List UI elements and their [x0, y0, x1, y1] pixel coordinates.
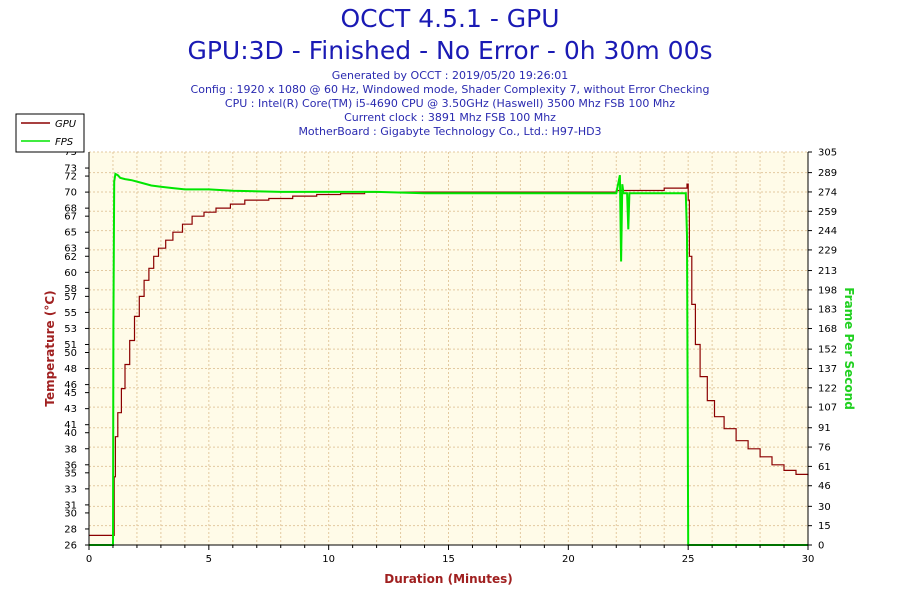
y-tick-label: 45: [64, 388, 77, 399]
y-tick-label: 41: [64, 420, 77, 431]
x-tick-label: 30: [802, 554, 815, 565]
y2-tick-label: 213: [818, 266, 837, 277]
y-axis-title: Temperature (°C): [43, 290, 57, 406]
info-cpu: CPU : Intel(R) Core(TM) i5-4690 CPU @ 3.…: [224, 97, 676, 110]
y-tick-label: 70: [64, 188, 77, 199]
y-tick-label: 40: [64, 428, 77, 439]
y-tick-label: 53: [64, 324, 77, 335]
y2-tick-label: 15: [818, 521, 831, 532]
y2-tick-label: 76: [818, 443, 831, 454]
y-tick-label: 73: [64, 164, 77, 175]
y-tick-label: 35: [64, 468, 77, 479]
y-tick-label: 48: [64, 364, 77, 375]
y-tick-label: 28: [64, 524, 77, 535]
chart-subtitle: GPU:3D - Finished - No Error - 0h 30m 00…: [187, 36, 713, 65]
series-line-gpu: [89, 183, 809, 536]
y2-tick-label: 168: [818, 324, 837, 335]
y2-tick-label: 198: [818, 285, 837, 296]
info-clock: Current clock : 3891 Mhz FSB 100 Mhz: [344, 111, 556, 124]
y-tick-label: 30: [64, 508, 77, 519]
x-tick-label: 5: [206, 554, 212, 565]
legend-box: [15, 113, 85, 153]
y2-tick-label: 229: [818, 245, 837, 256]
x-tick-label: 10: [322, 554, 335, 565]
y-tick-label: 68: [64, 204, 77, 215]
y2-tick-label: 91: [818, 423, 831, 434]
y2-tick-label: 183: [818, 305, 837, 316]
y2-tick-label: 46: [818, 481, 831, 492]
legend-label-fps: FPS: [55, 137, 74, 148]
y2-tick-label: 122: [818, 383, 837, 394]
y2-tick-label: 152: [818, 345, 837, 356]
y-tick-label: 58: [64, 284, 77, 295]
y-tick-label: 50: [64, 348, 77, 359]
info-config: Config : 1920 x 1080 @ 60 Hz, Windowed m…: [190, 83, 710, 96]
y2-tick-label: 244: [818, 226, 837, 237]
y2-axis-title: Frame Per Second: [842, 287, 856, 410]
y-tick-label: 26: [64, 541, 77, 552]
y-tick-label: 72: [64, 172, 77, 183]
legend-label-gpu: GPU: [55, 119, 77, 130]
info-motherboard: MotherBoard : Gigabyte Technology Co., L…: [298, 125, 602, 138]
y2-tick-label: 289: [818, 168, 837, 179]
y-tick-label: 43: [64, 404, 77, 415]
y2-tick-label: 107: [818, 403, 837, 414]
y-tick-label: 33: [64, 484, 77, 495]
y-tick-label: 31: [64, 500, 77, 511]
y-tick-label: 62: [64, 252, 77, 263]
y-tick-label: 38: [64, 444, 77, 455]
series-line-fps: [89, 172, 808, 546]
y-tick-label: 57: [64, 292, 77, 303]
info-generated: Generated by OCCT : 2019/05/20 19:26:01: [331, 69, 569, 82]
x-tick-label: 25: [682, 554, 695, 565]
y2-tick-label: 259: [818, 207, 837, 218]
y2-tick-label: 30: [818, 502, 831, 513]
y2-tick-label: 61: [818, 462, 831, 473]
y2-tick-label: 137: [818, 364, 837, 375]
x-tick-label: 0: [86, 554, 92, 565]
y-tick-label: 60: [64, 268, 77, 279]
y-tick-label: 55: [64, 308, 77, 319]
y2-tick-label: 305: [818, 148, 837, 159]
y-tick-label: 65: [64, 228, 77, 239]
y-tick-label: 51: [64, 340, 77, 351]
y2-tick-label: 274: [818, 187, 837, 198]
y2-tick-label: 0: [818, 541, 824, 552]
x-tick-label: 20: [562, 554, 575, 565]
y-tick-label: 36: [64, 460, 77, 471]
y-tick-label: 67: [64, 212, 77, 223]
y-tick-label: 46: [64, 380, 77, 391]
x-tick-label: 15: [442, 554, 455, 565]
chart-title: OCCT 4.5.1 - GPU: [340, 4, 560, 33]
y-tick-label: 63: [64, 244, 77, 255]
x-axis-title: Duration (Minutes): [384, 572, 512, 586]
